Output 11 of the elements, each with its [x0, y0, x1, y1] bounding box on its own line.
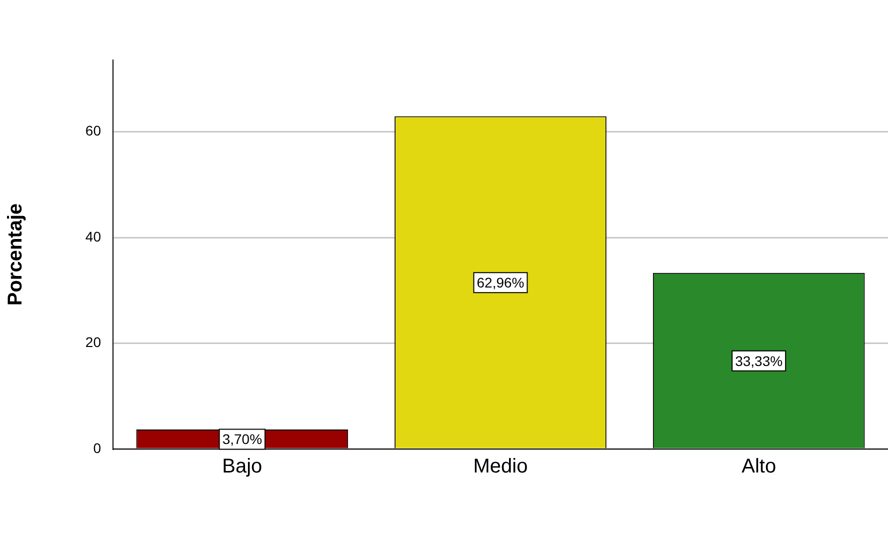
- data-label: 3,70%: [222, 431, 262, 448]
- y-tick-label: 20: [85, 334, 102, 350]
- data-label: 62,96%: [476, 274, 524, 290]
- y-tick-label: 40: [85, 228, 102, 244]
- y-tick-label: 0: [93, 440, 102, 456]
- x-tick-label: Medio: [473, 456, 528, 478]
- x-tick-label: Alto: [742, 456, 776, 478]
- y-axis-title: Porcentaje: [4, 203, 27, 306]
- y-tick-label: 60: [85, 122, 102, 139]
- data-label: 33,33%: [735, 352, 783, 369]
- x-tick-label: Bajo: [222, 456, 262, 478]
